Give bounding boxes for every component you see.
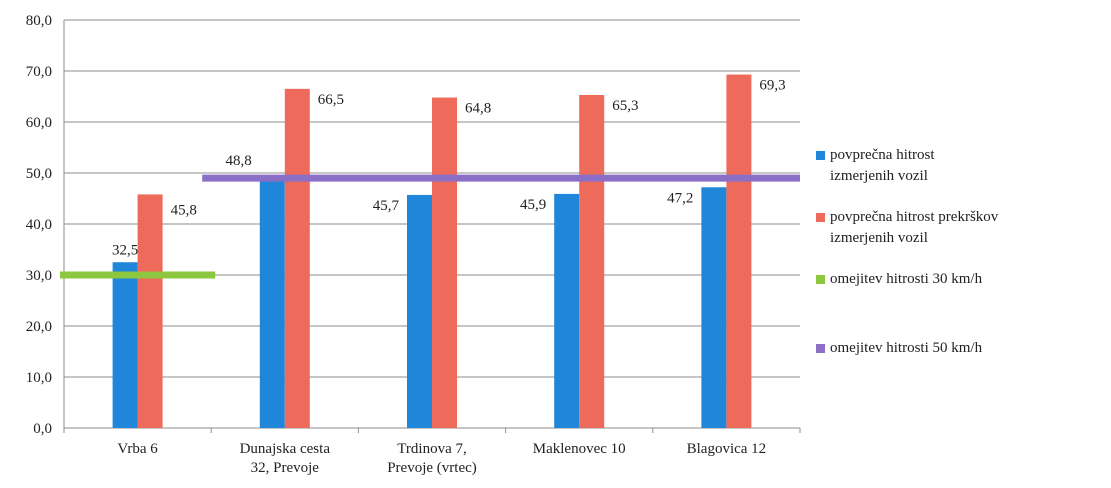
bar-avg-speed (554, 193, 580, 428)
legend-swatch (816, 213, 825, 222)
legend-swatch (816, 151, 825, 160)
bar-avg-speed (112, 262, 138, 428)
y-tick-label: 30,0 (26, 268, 52, 284)
x-category-label: 32, Prevoje (251, 460, 320, 476)
x-category-label: Maklenovec 10 (533, 441, 626, 457)
bar-avg-speed (259, 179, 285, 428)
y-tick-label: 60,0 (26, 115, 52, 131)
x-category-label: Prevoje (vrtec) (387, 460, 477, 476)
x-category-label: Blagovica 12 (687, 441, 767, 457)
legend-label: povprečna hitrost prekrškov (830, 209, 999, 225)
x-category-label: Vrba 6 (117, 441, 158, 457)
bar-violation-speed (284, 88, 310, 428)
legend-swatch (816, 275, 825, 284)
legend-item: omejitev hitrosti 50 km/h (816, 338, 1111, 359)
data-label: 48,8 (226, 153, 252, 169)
legend-swatch (816, 344, 825, 353)
data-label: 45,7 (373, 198, 400, 214)
data-label: 47,2 (667, 190, 693, 206)
legend-item: povprečna hitrost izmerjenih vozil (816, 145, 1111, 187)
legend-label: izmerjenih vozil (830, 230, 928, 246)
x-category-label: Trdinova 7, (397, 441, 466, 457)
legend-item: povprečna hitrost prekrškov izmerjenih vo… (816, 207, 1111, 249)
bar-avg-speed (701, 187, 727, 428)
y-tick-label: 70,0 (26, 64, 52, 80)
data-label: 69,3 (759, 78, 785, 94)
chart-legend: povprečna hitrost izmerjenih vozil povpreč… (816, 145, 1111, 359)
bar-violation-speed (137, 194, 163, 428)
data-label: 64,8 (465, 101, 491, 117)
bar-violation-speed (432, 97, 457, 429)
y-tick-label: 0,0 (33, 421, 52, 437)
legend-item: omejitev hitrosti 30 km/h (816, 269, 1111, 290)
bar-violation-speed (579, 94, 605, 428)
data-label: 65,3 (612, 98, 638, 114)
legend-label: omejitev hitrosti 50 km/h (830, 340, 983, 356)
legend-label: povprečna hitrost (830, 147, 935, 163)
legend-label: izmerjenih vozil (830, 168, 928, 184)
data-label: 32,5 (112, 242, 138, 258)
y-tick-label: 50,0 (26, 166, 52, 182)
x-category-label: Dunajska cesta (240, 441, 331, 457)
data-label: 45,9 (520, 197, 546, 213)
bar-violation-speed (726, 74, 752, 428)
data-label: 66,5 (318, 92, 344, 108)
legend-label: omejitev hitrosti 30 km/h (830, 271, 983, 287)
y-tick-label: 10,0 (26, 370, 52, 386)
y-tick-label: 20,0 (26, 319, 52, 335)
bar-avg-speed (407, 194, 432, 428)
y-tick-label: 80,0 (26, 13, 52, 29)
data-label: 45,8 (171, 202, 197, 218)
y-tick-label: 40,0 (26, 217, 52, 233)
